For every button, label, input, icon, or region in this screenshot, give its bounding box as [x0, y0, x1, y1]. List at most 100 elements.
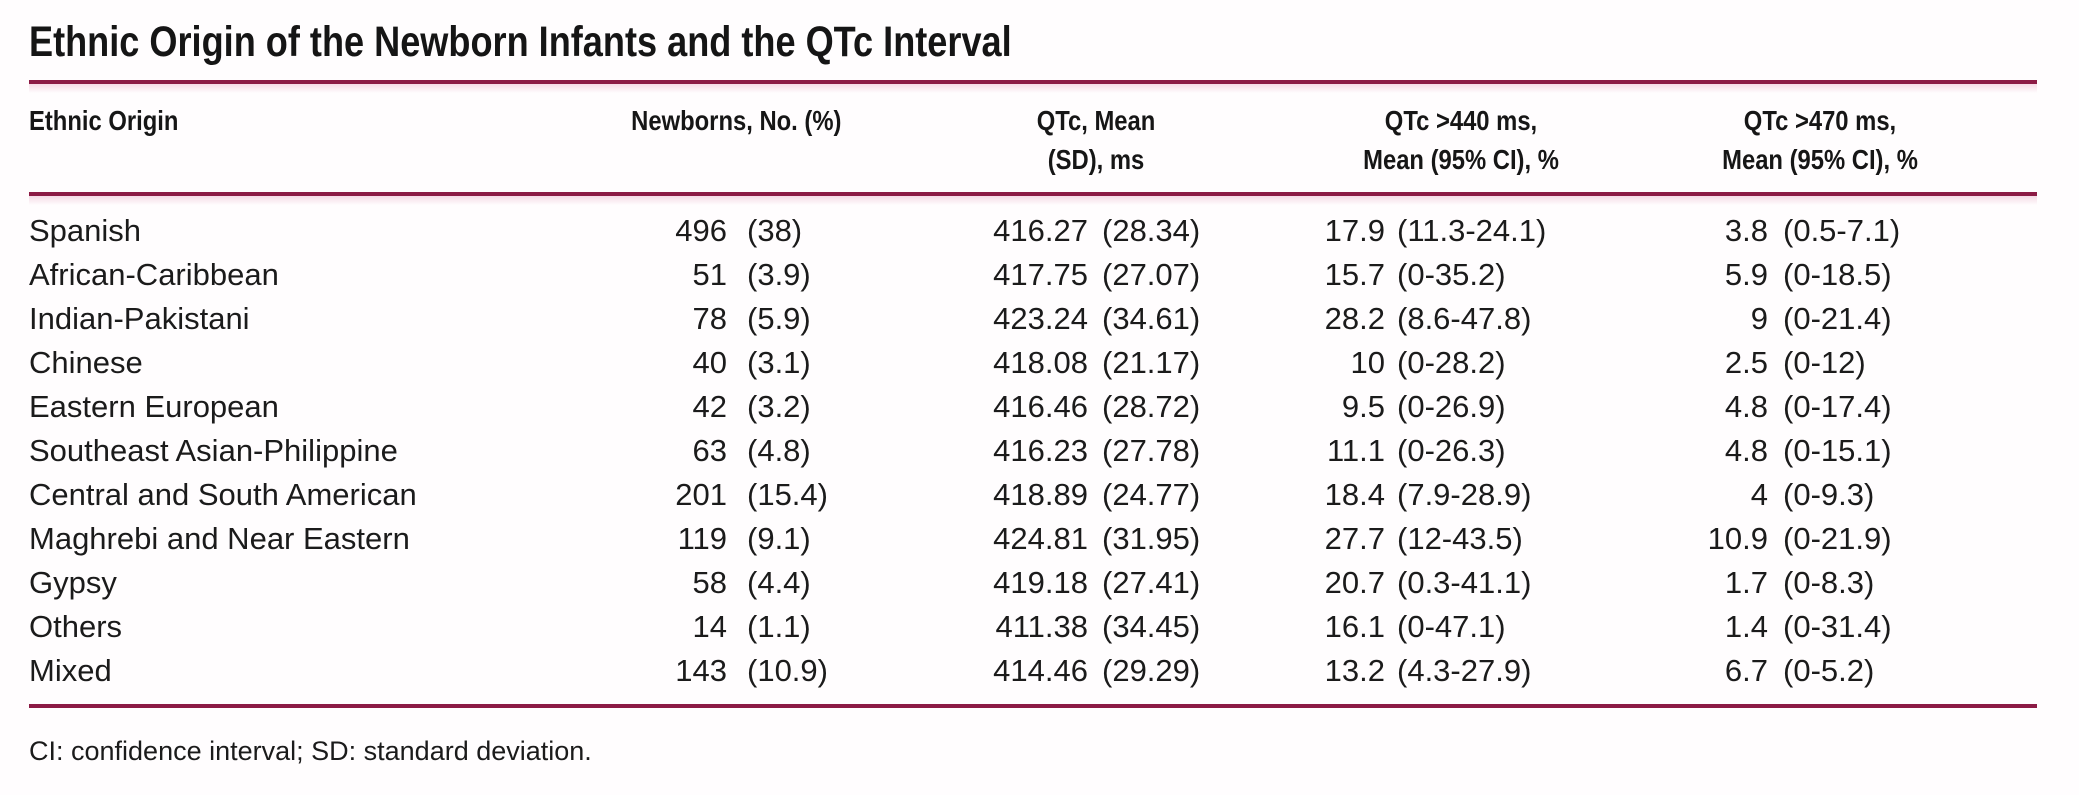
cell-ethnic-origin: Mixed — [29, 652, 112, 688]
value-with-paren: 423.24 (34.61) — [909, 303, 1319, 334]
rule-header-separator — [29, 192, 2037, 205]
value-number: 423.24 — [993, 300, 1088, 336]
value-number: 11.1 — [1326, 432, 1385, 468]
value-paren: (0-21.9) — [1783, 520, 1892, 556]
value-number: 28.2 — [1324, 300, 1385, 336]
value-paren: (0.5-7.1) — [1783, 212, 1901, 248]
value-paren: (27.07) — [1102, 256, 1201, 292]
cell-newborns: 58 (4.4) — [614, 560, 909, 604]
header-line: Mean (95% CI), % — [1363, 144, 1559, 175]
value-paren: (3.9) — [747, 256, 811, 292]
cell-qtc-gt470: 5.9 (0-18.5) — [1669, 252, 2037, 296]
col-header-qtc-mean-sd: QTc, Mean (SD), ms — [909, 84, 1319, 192]
cell-ethnic-origin: Others — [29, 608, 123, 644]
value-number: 1.4 — [1724, 608, 1768, 644]
value-with-paren: 119 (9.1) — [614, 523, 909, 554]
cell-ethnic-origin: Chinese — [29, 344, 143, 380]
value-with-paren: 419.18 (27.41) — [909, 567, 1319, 598]
value-with-paren: 16.1 (0-47.1) — [1319, 611, 1669, 642]
value-number: 4.8 — [1724, 432, 1768, 468]
value-with-paren: 4 (0-9.3) — [1669, 479, 2037, 510]
value-with-paren: 11.1 (0-26.3) — [1319, 435, 1669, 466]
cell-qtc-gt440: 27.7 (12-43.5) — [1319, 516, 1669, 560]
cell-qtc-gt440: 20.7 (0.3-41.1) — [1319, 560, 1669, 604]
value-number: 414.46 — [993, 652, 1088, 688]
value-with-paren: 10.9 (0-21.9) — [1669, 523, 2037, 554]
value-with-paren: 14 (1.1) — [614, 611, 909, 642]
header-line: QTc >470 ms, — [1743, 105, 1897, 136]
value-number: 424.81 — [993, 520, 1088, 556]
value-number: 10.9 — [1707, 520, 1768, 556]
value-with-paren: 9 (0-21.4) — [1669, 303, 2037, 334]
value-paren: (0-15.1) — [1783, 432, 1892, 468]
value-with-paren: 416.27 (28.34) — [909, 215, 1319, 246]
table-row: African-Caribbean 51 (3.9) 417.75 (27.07) … — [29, 252, 2037, 296]
table-title-text: Ethnic Origin of the Newborn Infants and… — [29, 18, 1012, 66]
value-paren: (0-17.4) — [1783, 388, 1892, 424]
value-with-paren: 4.8 (0-15.1) — [1669, 435, 2037, 466]
value-paren: (7.9-28.9) — [1397, 476, 1532, 512]
value-paren: (0-9.3) — [1783, 476, 1875, 512]
cell-qtc-gt470: 4 (0-9.3) — [1669, 472, 2037, 516]
value-number: 418.89 — [993, 476, 1088, 512]
value-with-paren: 417.75 (27.07) — [909, 259, 1319, 290]
table-row: Gypsy 58 (4.4) 419.18 (27.41) 20.7 (0.3-41.… — [29, 560, 2037, 604]
value-paren: (4.3-27.9) — [1397, 652, 1532, 688]
value-number: 16.1 — [1324, 608, 1385, 644]
header-line: (SD), ms — [1047, 144, 1145, 175]
value-with-paren: 3.8 (0.5-7.1) — [1669, 215, 2037, 246]
value-with-paren: 58 (4.4) — [614, 567, 909, 598]
table-row: Chinese 40 (3.1) 418.08 (21.17) 10 (0-28.2)… — [29, 340, 2037, 384]
value-paren: (0-18.5) — [1783, 256, 1892, 292]
table-row: Eastern European 42 (3.2) 416.46 (28.72) 9… — [29, 384, 2037, 428]
value-paren: (21.17) — [1102, 344, 1201, 380]
cell-qtc-gt440: 28.2 (8.6-47.8) — [1319, 296, 1669, 340]
value-number: 411.38 — [995, 608, 1088, 644]
value-paren: (3.1) — [747, 344, 811, 380]
value-paren: (0-31.4) — [1783, 608, 1892, 644]
cell-qtc-mean-sd: 416.27 (28.34) — [909, 192, 1319, 252]
value-number: 417.75 — [993, 256, 1088, 292]
value-paren: (4.8) — [747, 432, 811, 468]
value-with-paren: 10 (0-28.2) — [1319, 347, 1669, 378]
header-row: Ethnic Origin Newborns, No. (%) QTc, Mea… — [29, 84, 2037, 192]
value-with-paren: 4.8 (0-17.4) — [1669, 391, 2037, 422]
value-paren: (0-47.1) — [1397, 608, 1506, 644]
value-number: 18.4 — [1324, 476, 1385, 512]
value-with-paren: 416.46 (28.72) — [909, 391, 1319, 422]
value-number: 51 — [692, 256, 727, 292]
cell-qtc-mean-sd: 423.24 (34.61) — [909, 296, 1319, 340]
cell-qtc-gt470: 6.7 (0-5.2) — [1669, 648, 2037, 692]
value-number: 13.2 — [1324, 652, 1385, 688]
value-with-paren: 9.5 (0-26.9) — [1319, 391, 1669, 422]
cell-ethnic-origin: Southeast Asian-Philippine — [29, 432, 398, 468]
table-title: Ethnic Origin of the Newborn Infants and… — [29, 20, 2037, 64]
col-header-ethnic-origin: Ethnic Origin — [29, 84, 614, 192]
value-paren: (3.2) — [747, 388, 811, 424]
value-with-paren: 42 (3.2) — [614, 391, 909, 422]
value-with-paren: 20.7 (0.3-41.1) — [1319, 567, 1669, 598]
value-with-paren: 63 (4.8) — [614, 435, 909, 466]
value-with-paren: 51 (3.9) — [614, 259, 909, 290]
value-number: 416.46 — [993, 388, 1088, 424]
value-number: 4.8 — [1724, 388, 1768, 424]
cell-qtc-gt470: 4.8 (0-17.4) — [1669, 384, 2037, 428]
cell-ethnic-origin: Indian-Pakistani — [29, 300, 250, 336]
value-paren: (9.1) — [747, 520, 811, 556]
value-with-paren: 1.7 (0-8.3) — [1669, 567, 2037, 598]
value-with-paren: 78 (5.9) — [614, 303, 909, 334]
value-paren: (0-28.2) — [1397, 344, 1506, 380]
value-paren: (34.61) — [1102, 300, 1201, 336]
cell-newborns: 201 (15.4) — [614, 472, 909, 516]
value-number: 496 — [675, 212, 727, 248]
cell-newborns: 78 (5.9) — [614, 296, 909, 340]
value-with-paren: 6.7 (0-5.2) — [1669, 655, 2037, 686]
data-table: Ethnic Origin Newborns, No. (%) QTc, Mea… — [29, 84, 2037, 692]
cell-ethnic-origin: Gypsy — [29, 564, 117, 600]
table-row: Central and South American 201 (15.4) 418… — [29, 472, 2037, 516]
cell-qtc-gt440: 13.2 (4.3-27.9) — [1319, 648, 1669, 692]
cell-qtc-gt470: 10.9 (0-21.9) — [1669, 516, 2037, 560]
table-body: Spanish 496 (38) 416.27 (28.34) 17.9 (11.3-… — [29, 192, 2037, 692]
value-paren: (1.1) — [747, 608, 811, 644]
cell-qtc-gt470: 2.5 (0-12) — [1669, 340, 2037, 384]
